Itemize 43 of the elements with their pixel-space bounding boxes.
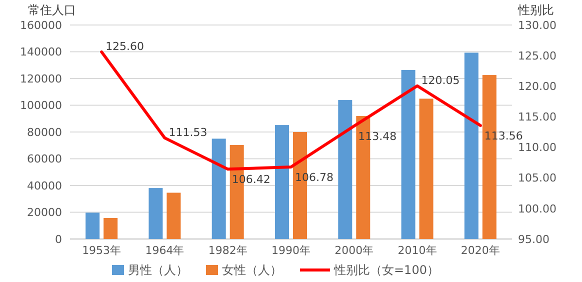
- bar: [104, 218, 118, 239]
- x-tick-label: 2010年: [398, 244, 437, 257]
- bar: [275, 125, 289, 239]
- y2-tick-label: 105.00: [518, 172, 556, 185]
- x-tick-label: 2000年: [334, 244, 374, 257]
- data-label: 125.60: [106, 40, 144, 53]
- line-series: [100, 50, 482, 171]
- legend-label: 性别比（女=100）: [333, 263, 439, 278]
- data-label: 111.53: [168, 126, 208, 139]
- bar: [338, 100, 352, 239]
- bar: [401, 70, 416, 239]
- y-tick-label: 60000: [27, 152, 62, 166]
- y2-tick-label: 130.00: [518, 18, 556, 32]
- y-axis-title: 常住人口: [28, 3, 76, 17]
- y2-tick-label: 125.00: [518, 49, 556, 62]
- y2-tick-label: 115.00: [518, 110, 556, 124]
- legend-label: 男性（人）: [128, 263, 188, 278]
- x-tick-label: 2020年: [460, 244, 500, 257]
- y2-axis-title: 性别比: [517, 3, 554, 17]
- x-tick-label: 1964年: [145, 244, 184, 257]
- y-tick-label: 0: [55, 232, 62, 246]
- bar: [86, 212, 100, 239]
- y2-tick-label: 95.00: [518, 232, 550, 246]
- bar: [419, 98, 434, 239]
- y-tick-label: 160000: [20, 18, 62, 32]
- y2-tick-label: 120.00: [518, 80, 556, 93]
- x-tick-label: 1982年: [208, 244, 248, 257]
- bar: [166, 192, 181, 239]
- legend-label: 女性（人）: [222, 263, 282, 278]
- y-tick-label: 140000: [20, 46, 62, 59]
- y-tick-label: 40000: [27, 179, 62, 192]
- bar: [212, 138, 226, 239]
- bar: [464, 52, 478, 239]
- data-label: 120.05: [421, 74, 460, 87]
- x-tick-label: 1990年: [272, 244, 310, 257]
- bar: [148, 188, 163, 239]
- y2-tick-label: 110.00: [518, 141, 556, 154]
- y-tick-label: 100000: [20, 99, 62, 112]
- y-tick-label: 20000: [27, 206, 62, 220]
- y2-tick-label: 100.00: [518, 202, 556, 216]
- x-tick-label: 1953年: [82, 244, 122, 257]
- y-tick-label: 80000: [27, 126, 62, 139]
- y-tick-label: 120000: [20, 72, 62, 86]
